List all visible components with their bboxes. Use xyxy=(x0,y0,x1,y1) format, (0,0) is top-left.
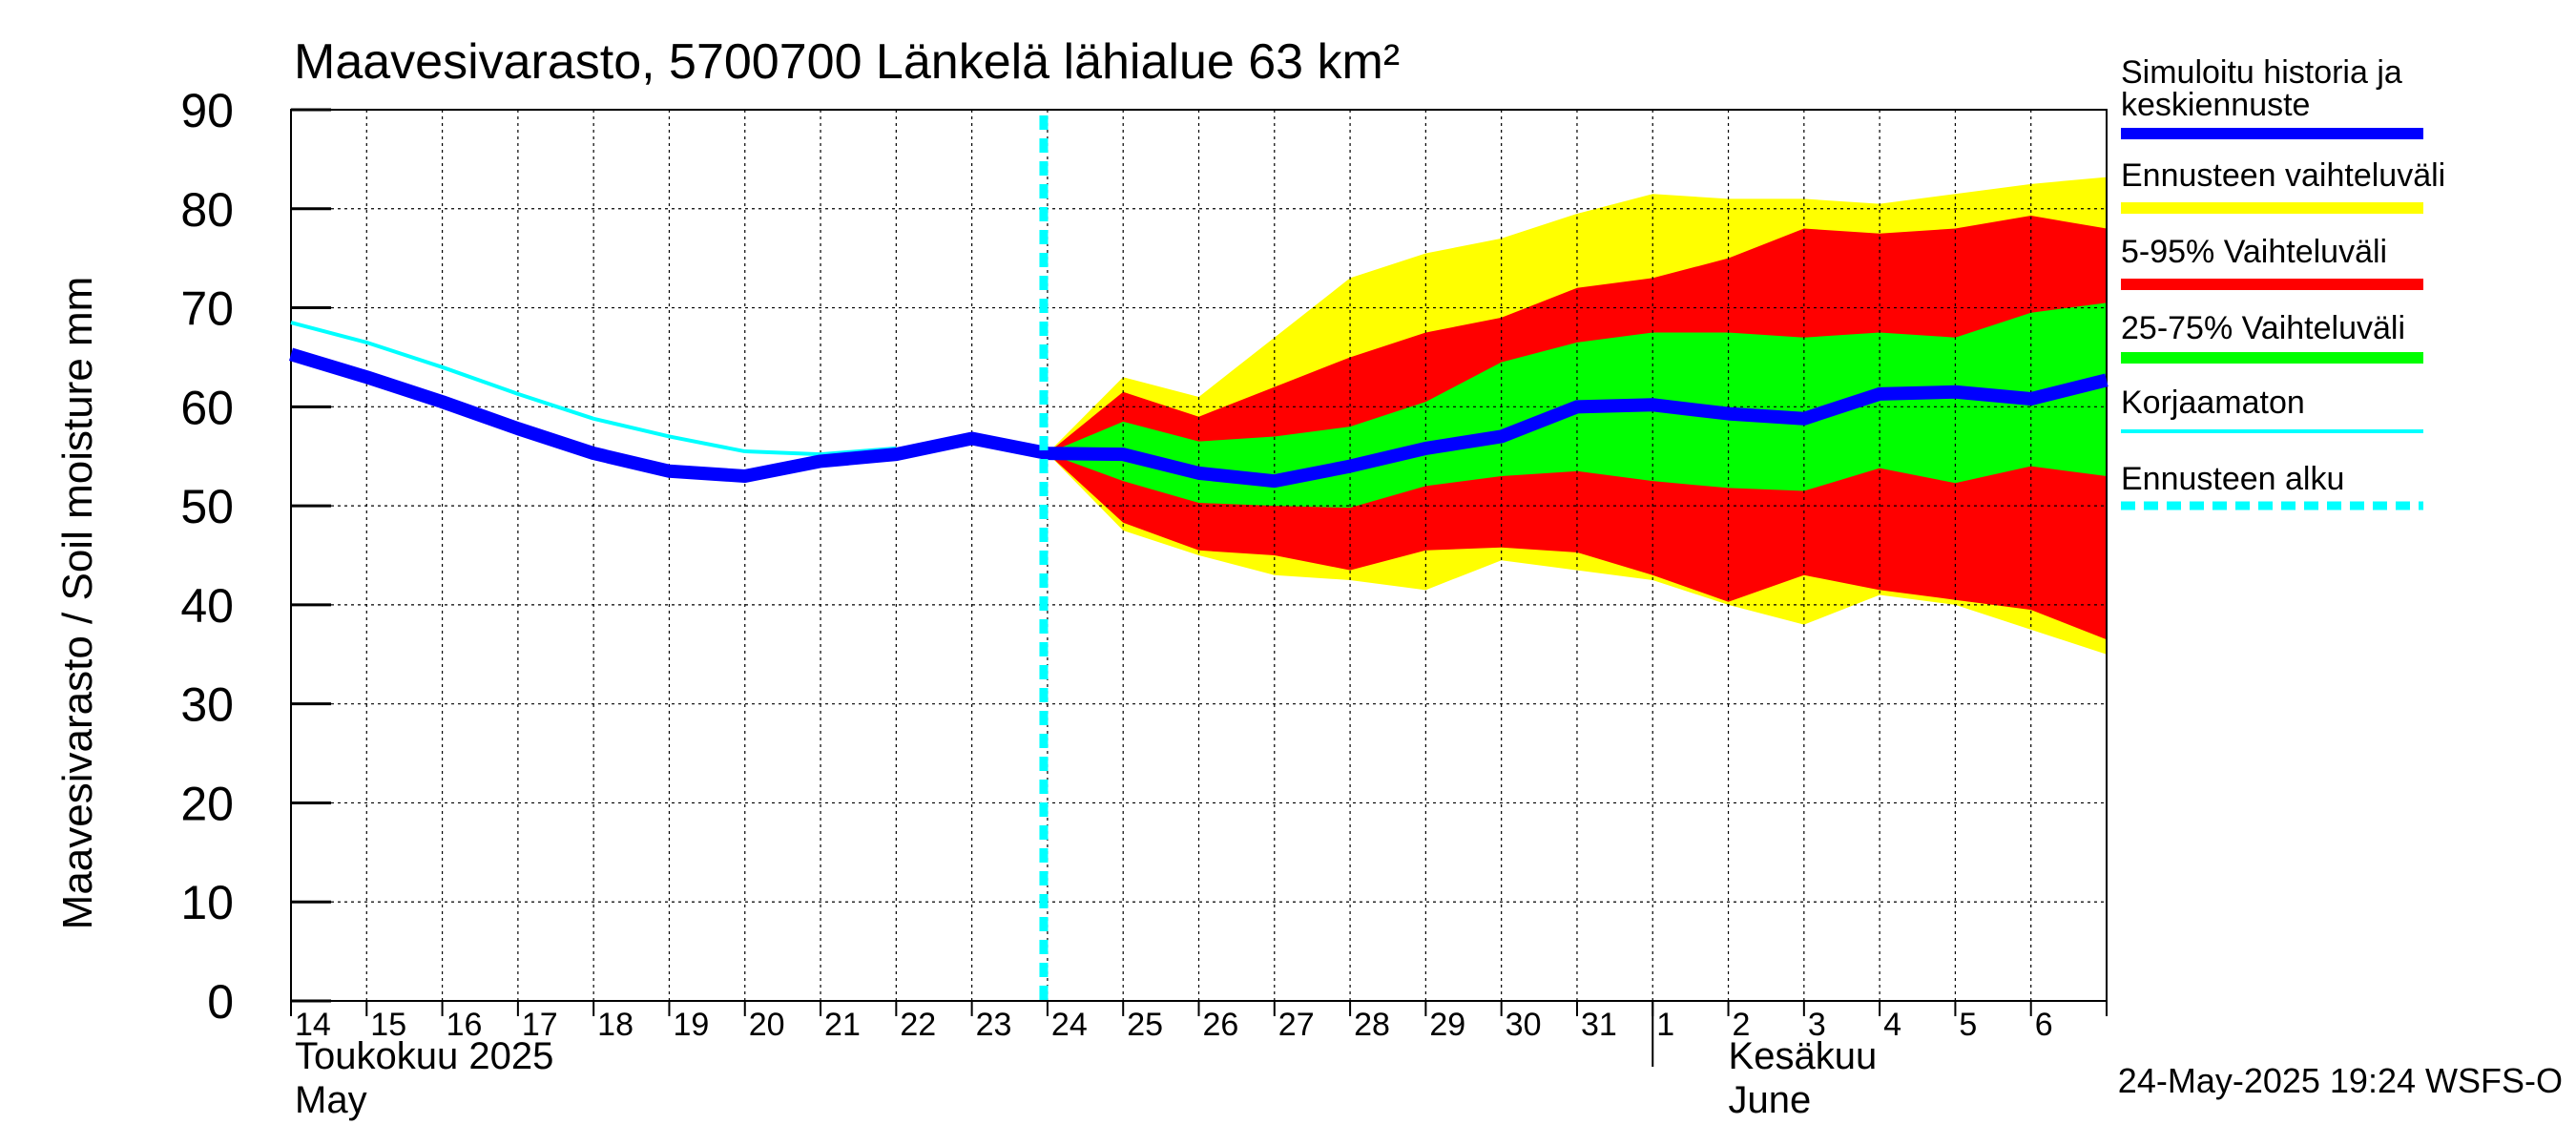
footer-timestamp: 24-May-2025 19:24 WSFS-O xyxy=(2118,1061,2563,1100)
x-tick-label: 1 xyxy=(1656,1007,1674,1043)
legend-label: Simuloitu historia ja xyxy=(2121,54,2402,91)
x-tick-label: 5 xyxy=(1959,1007,1977,1043)
line-simulated-history xyxy=(288,347,2109,489)
y-tick-label: 20 xyxy=(180,777,234,830)
x-tick-label: 23 xyxy=(976,1007,1012,1043)
series-lines xyxy=(288,115,2109,1001)
y-tick-label: 70 xyxy=(180,282,234,336)
line-uncorrected xyxy=(290,321,897,457)
legend-label: Ennusteen vaihteluväli xyxy=(2121,157,2445,194)
x-tick-label: 2 xyxy=(1733,1007,1751,1043)
x-tick-label: 20 xyxy=(749,1007,785,1043)
x-tick-label: 4 xyxy=(1883,1007,1901,1043)
legend-label: 25-75% Vaihteluväli xyxy=(2121,310,2405,346)
x-tick-label: 18 xyxy=(597,1007,634,1043)
x-tick-label: 3 xyxy=(1808,1007,1826,1043)
legend-label: keskiennuste xyxy=(2121,87,2310,123)
y-tick-label: 50 xyxy=(180,480,234,533)
x-tick-label: 22 xyxy=(900,1007,936,1043)
y-tick-label: 30 xyxy=(180,678,234,732)
y-tick-label: 40 xyxy=(180,579,234,633)
x-tick-label: 25 xyxy=(1127,1007,1163,1043)
chart-title: Maavesivarasto, 5700700 Länkelä lähialue… xyxy=(294,34,1400,90)
legend-label: Korjaamaton xyxy=(2121,385,2305,421)
y-tick-label: 80 xyxy=(180,183,234,237)
y-tick-label: 60 xyxy=(180,381,234,434)
x-tick-label: 28 xyxy=(1354,1007,1390,1043)
x-tick-label: 16 xyxy=(447,1007,483,1043)
x-tick-label: 30 xyxy=(1506,1007,1542,1043)
x-tick-label: 27 xyxy=(1278,1007,1315,1043)
x-tick-label: 14 xyxy=(295,1007,331,1043)
x-tick-label: 15 xyxy=(370,1007,406,1043)
legend-label: Ennusteen alku xyxy=(2121,461,2344,497)
x-tick-label: 21 xyxy=(824,1007,861,1043)
month-label-fi: Toukokuu 2025 xyxy=(295,1035,553,1077)
month-label-en: May xyxy=(295,1079,367,1121)
legend-label: 5-95% Vaihteluväli xyxy=(2121,234,2387,270)
month-label-fi: Kesäkuu xyxy=(1729,1035,1878,1077)
forecast-bands xyxy=(1047,177,2107,655)
x-tick-label: 29 xyxy=(1429,1007,1465,1043)
y-axis-label: Maavesivarasto / Soil moisture mm xyxy=(54,277,101,930)
x-tick-label: 6 xyxy=(2035,1007,2053,1043)
y-tick-label: 10 xyxy=(180,876,234,929)
y-tick-label: 90 xyxy=(180,84,234,137)
x-tick-label: 17 xyxy=(522,1007,558,1043)
x-tick-label: 31 xyxy=(1581,1007,1617,1043)
x-tick-label: 24 xyxy=(1051,1007,1088,1043)
x-tick-label: 26 xyxy=(1203,1007,1239,1043)
y-tick-label: 0 xyxy=(207,975,234,1029)
month-label-en: June xyxy=(1729,1079,1812,1121)
x-tick-label: 19 xyxy=(673,1007,709,1043)
